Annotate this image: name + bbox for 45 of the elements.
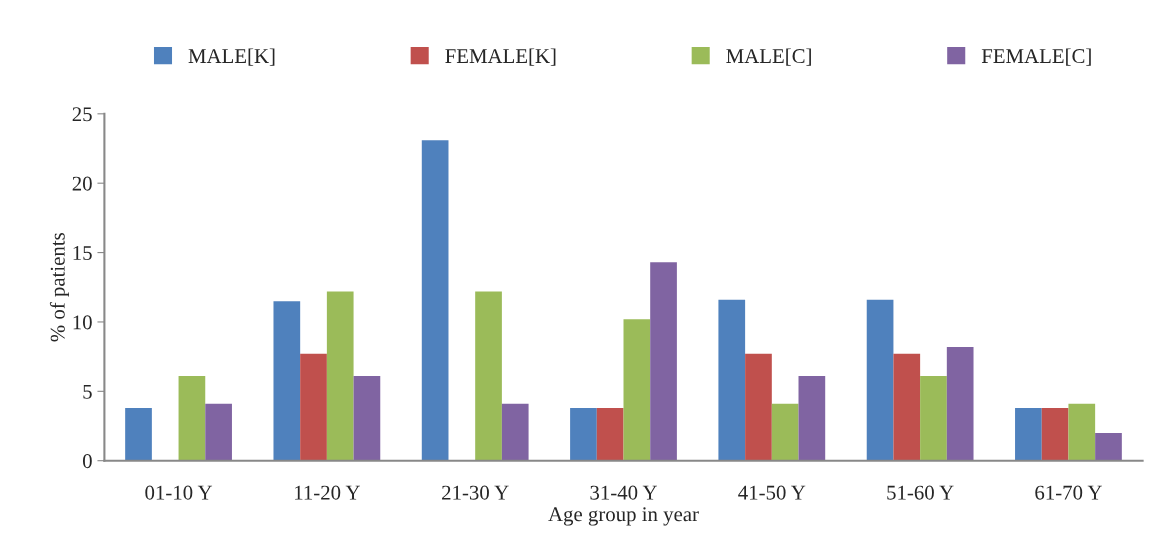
y-tick-label: 25 xyxy=(72,107,92,122)
legend-label: FEMALE[C] xyxy=(981,48,1091,66)
bar xyxy=(421,140,449,461)
bar xyxy=(1095,432,1122,461)
x-axis-title: Age group in year xyxy=(548,507,699,526)
bar xyxy=(893,353,921,461)
x-tick-label: 51-60 Y xyxy=(887,485,954,500)
bar xyxy=(745,353,772,461)
y-tick-label: 0 xyxy=(82,454,92,469)
bar xyxy=(125,407,152,461)
bar xyxy=(650,262,677,461)
bar xyxy=(570,407,597,461)
x-tick-label: 31-40 Y xyxy=(590,485,658,500)
bar xyxy=(1041,407,1069,461)
x-tick-label: 11-20 Y xyxy=(295,485,360,500)
x-tick-label: 01-10 Y xyxy=(145,485,213,500)
bar xyxy=(273,301,301,461)
bar xyxy=(946,346,974,461)
x-tick-label: 21-30 Y xyxy=(442,485,509,500)
bar xyxy=(596,407,624,461)
bar xyxy=(475,291,502,461)
bar xyxy=(178,376,206,461)
bar xyxy=(718,299,746,461)
y-tick-label: 15 xyxy=(73,246,92,261)
legend-label: FEMALE[K] xyxy=(445,48,556,66)
y-tick-label: 10 xyxy=(73,315,92,330)
y-axis-title: % of patients xyxy=(49,233,69,342)
bar xyxy=(866,299,894,461)
legend-label: MALE[C] xyxy=(726,48,811,66)
bar xyxy=(798,376,826,461)
y-tick-label: 20 xyxy=(72,176,92,191)
y-tick-label: 5 xyxy=(83,384,92,399)
bar xyxy=(1015,407,1042,461)
bar xyxy=(353,376,381,461)
bar xyxy=(300,353,327,461)
bar xyxy=(1068,403,1096,461)
bar xyxy=(623,319,651,461)
x-tick-label: 41-50 Y xyxy=(738,485,806,500)
bar xyxy=(771,403,799,461)
bar xyxy=(501,403,529,461)
bar xyxy=(205,403,232,461)
x-tick-label: 61-70 Y xyxy=(1035,485,1102,500)
legend-label: MALE[K] xyxy=(188,48,275,66)
bar xyxy=(920,376,947,461)
bar xyxy=(326,291,354,461)
